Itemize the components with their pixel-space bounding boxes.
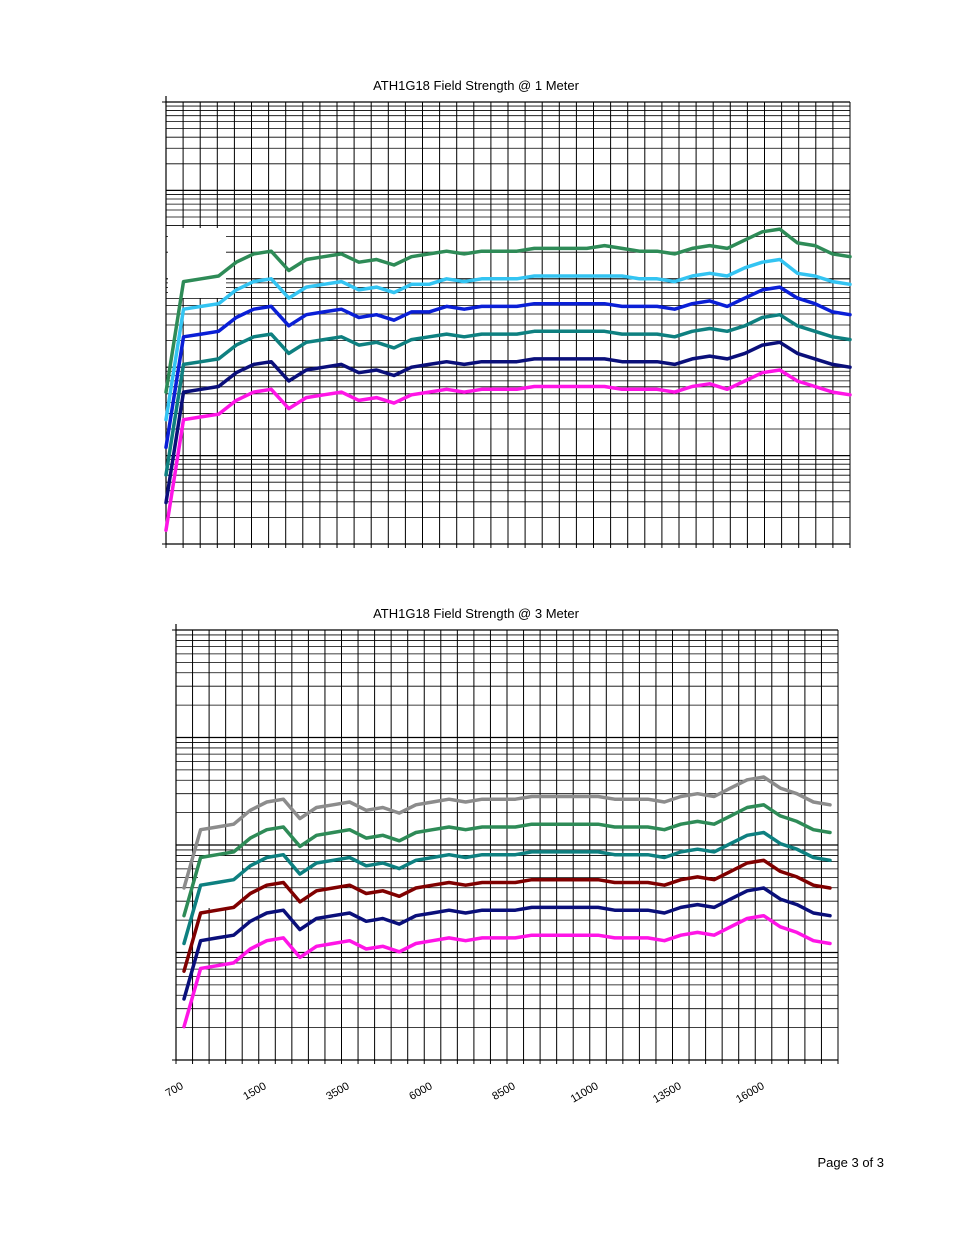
series-line-2 [164, 257, 852, 422]
series-line-4 [164, 312, 852, 477]
x-tick-label: 1500 [241, 1080, 268, 1103]
chart-title-1m: ATH1G18 Field Strength @ 1 Meter [373, 78, 579, 93]
chart-2-grid [172, 624, 839, 1064]
chart-1-grid [162, 96, 851, 548]
series-line-1 [182, 775, 832, 890]
series-line-6 [182, 913, 832, 1029]
x-tick-label: 16000 [734, 1080, 766, 1106]
series-line-3 [182, 830, 832, 946]
chart-title-3m: ATH1G18 Field Strength @ 3 Meter [373, 606, 579, 621]
x-tick-label: 8500 [490, 1080, 517, 1103]
x-tick-label: 3500 [324, 1080, 351, 1103]
series-line-5 [182, 886, 832, 1001]
x-tick-label: 11000 [569, 1080, 601, 1105]
field-strength-1m-chart [162, 96, 852, 548]
x-tick-label: 6000 [407, 1080, 434, 1103]
blank-label-area [168, 228, 226, 298]
series-line-6 [164, 368, 852, 532]
series-line-2 [182, 803, 832, 918]
series-line-1 [164, 227, 852, 394]
field-strength-3m-chart: 700 1500 3500 6000 8500 11000 13500 16000 [164, 624, 839, 1106]
series-line-3 [164, 285, 852, 450]
series-line-5 [164, 340, 852, 505]
page-number: Page 3 of 3 [817, 1155, 885, 1170]
series-line-4 [182, 858, 832, 973]
x-tick-label: 700 [164, 1080, 186, 1100]
x-tick-label: 13500 [651, 1080, 683, 1106]
